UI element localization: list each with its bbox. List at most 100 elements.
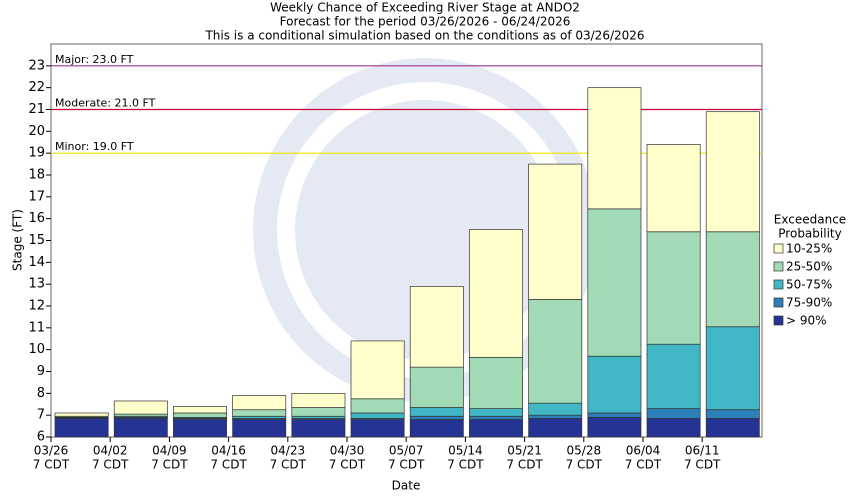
- bar-segment: [528, 402, 583, 416]
- x-axis-label: Date: [392, 479, 421, 493]
- bar-segment: [705, 418, 760, 438]
- bar-segment: [587, 417, 642, 438]
- bar-segment: [528, 418, 583, 438]
- y-tick-label: 18: [28, 168, 45, 183]
- threshold-label: Moderate: 21.0 FT: [55, 97, 156, 110]
- bar-segment: [409, 407, 464, 417]
- y-tick-label: 13: [28, 277, 45, 292]
- bar-segment: [646, 418, 701, 438]
- y-tick-label: 21: [28, 102, 45, 117]
- x-tick-label: 06/04: [626, 444, 661, 458]
- x-tick-sublabel: 7 CDT: [625, 458, 662, 472]
- bar-segment: [469, 419, 523, 438]
- bar-segment: [528, 163, 583, 300]
- threshold-label: Minor: 19.0 FT: [55, 140, 134, 153]
- legend-label: > 90%: [786, 314, 827, 328]
- y-tick-label: 7: [37, 408, 45, 423]
- bar-segment: [54, 412, 109, 417]
- x-tick-label: 04/02: [93, 444, 128, 458]
- x-tick-sublabel: 7 CDT: [92, 458, 129, 472]
- legend-label: 25-50%: [786, 260, 832, 274]
- x-tick-label: 03/26: [34, 444, 69, 458]
- bar-segment: [705, 326, 760, 411]
- legend-swatch: [773, 243, 784, 254]
- legend-swatch: [773, 297, 784, 308]
- legend-label: 10-25%: [786, 242, 832, 256]
- bar-segment: [646, 144, 701, 233]
- bar-segment: [705, 231, 760, 328]
- x-tick-sublabel: 7 CDT: [33, 458, 70, 472]
- bar-segment: [409, 415, 464, 420]
- bar-segment: [113, 418, 168, 438]
- bar-segment: [232, 395, 287, 411]
- y-tick-label: 22: [28, 80, 45, 95]
- x-tick-sublabel: 7 CDT: [684, 458, 721, 472]
- y-tick-label: 8: [37, 386, 45, 401]
- x-tick-sublabel: 7 CDT: [210, 458, 247, 472]
- bar-segment: [705, 409, 760, 419]
- y-tick-label: 14: [28, 255, 45, 270]
- bar-segment: [173, 419, 227, 438]
- x-tick-label: 05/21: [507, 444, 542, 458]
- bar-segment: [409, 286, 464, 368]
- y-tick-label: 23: [28, 58, 45, 73]
- x-tick-sublabel: 7 CDT: [270, 458, 307, 472]
- y-tick-label: 20: [28, 124, 45, 139]
- x-tick-label: 05/14: [448, 444, 483, 458]
- legend-title: Exceedance: [774, 213, 846, 227]
- bar-segment: [173, 406, 227, 414]
- chart-title: Weekly Chance of Exceeding River Stage a…: [270, 1, 580, 15]
- legend-label: 50-75%: [786, 278, 832, 292]
- bar-segment: [291, 407, 346, 417]
- legend-swatch: [773, 315, 784, 326]
- y-tick-label: 10: [28, 342, 45, 357]
- x-tick-sublabel: 7 CDT: [329, 458, 366, 472]
- y-tick-label: 11: [28, 320, 45, 335]
- chart-subtitle: Forecast for the period 03/26/2026 - 06/…: [280, 15, 571, 29]
- y-tick-label: 12: [28, 299, 45, 314]
- bar-segment: [409, 366, 464, 408]
- legend-swatch: [773, 261, 784, 272]
- x-tick-label: 04/30: [330, 444, 365, 458]
- bar-segment: [469, 408, 523, 417]
- bar-segment: [113, 400, 168, 415]
- y-tick-label: 19: [28, 146, 45, 161]
- bar-segment: [469, 229, 523, 358]
- legend-title: Probability: [778, 227, 841, 241]
- bar-segment: [646, 231, 701, 345]
- bar-segment: [646, 408, 701, 419]
- bar-segment: [587, 208, 642, 357]
- y-tick-label: 6: [37, 430, 45, 445]
- threshold-label: Major: 23.0 FT: [55, 53, 134, 66]
- bar-segment: [350, 412, 405, 419]
- y-tick-label: 17: [28, 189, 45, 204]
- x-tick-label: 05/07: [389, 444, 424, 458]
- bar-segment: [705, 111, 760, 233]
- bar-segment: [469, 415, 523, 420]
- bar-segment: [350, 340, 405, 400]
- bar-segment: [528, 414, 583, 419]
- x-tick-label: 04/09: [152, 444, 187, 458]
- x-tick-sublabel: 7 CDT: [447, 458, 484, 472]
- x-tick-label: 05/28: [567, 444, 602, 458]
- x-tick-label: 04/16: [211, 444, 246, 458]
- x-tick-label: 04/23: [271, 444, 306, 458]
- y-tick-label: 15: [28, 233, 45, 248]
- y-tick-label: 16: [28, 211, 45, 226]
- bar-segment: [54, 418, 109, 438]
- x-tick-sublabel: 7 CDT: [566, 458, 603, 472]
- bar-segment: [409, 419, 464, 438]
- bar-segment: [291, 419, 346, 438]
- bar-segment: [173, 412, 227, 418]
- bar-segment: [350, 419, 405, 438]
- bar-segment: [587, 412, 642, 418]
- y-tick-label: 9: [37, 364, 45, 379]
- legend-swatch: [773, 279, 784, 290]
- x-tick-sublabel: 7 CDT: [388, 458, 425, 472]
- bar-segment: [291, 392, 346, 408]
- legend-label: 75-90%: [786, 296, 832, 310]
- bar-segment: [528, 299, 583, 404]
- bar-segment: [587, 87, 642, 210]
- y-axis-label: Stage (FT): [11, 209, 25, 271]
